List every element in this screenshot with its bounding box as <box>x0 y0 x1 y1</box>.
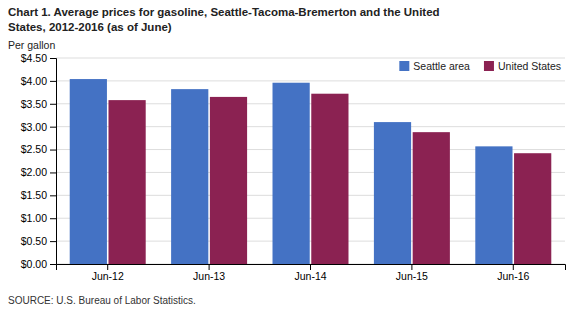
bar <box>273 83 310 264</box>
x-tick: Jun-12 <box>92 264 124 282</box>
bars <box>70 79 552 264</box>
x-tick-mark <box>513 264 514 270</box>
title: Chart 1. Average prices for gasoline, Se… <box>8 6 440 18</box>
y-tick-mark <box>50 150 56 151</box>
y-tick-label: $0.50 <box>21 235 47 247</box>
y-tick-mark <box>50 195 56 196</box>
y-tick-mark <box>50 218 56 219</box>
y-tick-mark <box>50 58 56 59</box>
plot: $0.00 $0.50 $1.00 $1.50 $2.00 $2.50 $3.00 $3.50… <box>8 39 566 282</box>
y-tick-label: $3.50 <box>21 98 47 110</box>
bar-series <box>70 79 513 264</box>
y-tick-mark <box>50 81 56 82</box>
x-axis-line <box>57 265 566 271</box>
legend-swatch <box>484 61 494 71</box>
legend-item: United States <box>484 60 561 72</box>
y-tick: $4.00 <box>21 75 56 87</box>
grid-line <box>56 80 565 81</box>
y-tick-label: $0.00 <box>21 258 47 270</box>
bar <box>413 132 450 264</box>
y-tick: $2.00 <box>21 166 56 178</box>
x-tick-mark <box>209 264 210 270</box>
chart: Chart 1. Average prices for gasoline, Se… <box>0 0 579 310</box>
y-tick-mark <box>50 264 56 265</box>
y-axis: $0.00 $0.50 $1.00 $1.50 $2.00 $2.50 $3.00 $3.50… <box>21 52 57 270</box>
x-tick: Jun-16 <box>497 264 529 282</box>
x-tick-mark <box>411 264 412 270</box>
legend: Seattle area United States <box>399 60 561 72</box>
y-tick-label: $3.00 <box>21 121 47 133</box>
bar <box>171 89 208 264</box>
legend-label: United States <box>498 60 561 72</box>
grid-line <box>56 58 565 59</box>
x-tick-label: Jun-15 <box>396 270 428 282</box>
y-tick: $1.00 <box>21 212 56 224</box>
y-tick: $0.00 <box>21 258 56 270</box>
y-tick: $3.50 <box>21 98 56 110</box>
bar <box>210 97 247 264</box>
y-tick-label: $4.50 <box>21 52 47 64</box>
y-tick-label: $1.00 <box>21 212 47 224</box>
y-tick-mark <box>50 172 56 173</box>
x-tick: Jun-13 <box>193 264 225 282</box>
bar <box>108 100 145 264</box>
y-tick-label: $4.00 <box>21 75 47 87</box>
y-axis-title: Per gallon <box>8 39 55 51</box>
y-tick: $0.50 <box>21 235 56 247</box>
x-tick-label: Jun-12 <box>92 270 124 282</box>
x-tick: Jun-14 <box>294 264 326 282</box>
y-tick-mark <box>50 241 56 242</box>
y-tick-label: $2.00 <box>21 166 47 178</box>
bar <box>475 146 512 264</box>
title: States, 2012-2016 (as of June) <box>8 21 172 33</box>
bar <box>70 79 107 264</box>
y-tick: $1.50 <box>21 189 56 201</box>
legend-label: Seattle area <box>413 60 470 72</box>
x-tick-mark <box>107 264 108 270</box>
y-tick: $3.00 <box>21 121 56 133</box>
y-tick-mark <box>50 127 56 128</box>
x-axis: Jun-12 Jun-13 Jun-14 Jun-15 Jun-16 <box>57 264 566 282</box>
legend-item: Seattle area <box>399 60 470 72</box>
y-tick-mark <box>50 104 56 105</box>
y-tick: $2.50 <box>21 143 56 155</box>
legend-swatch <box>399 61 409 71</box>
y-tick: $4.50 <box>21 52 56 64</box>
bar <box>514 153 551 264</box>
bar <box>374 122 411 264</box>
x-tick-mark <box>310 264 311 270</box>
y-tick-label: $2.50 <box>21 143 47 155</box>
x-tick: Jun-15 <box>396 264 428 282</box>
y-axis-line <box>50 59 57 265</box>
x-tick-label: Jun-14 <box>294 270 326 282</box>
x-tick-label: Jun-16 <box>497 270 529 282</box>
source: SOURCE: U.S. Bureau of Labor Statistics. <box>8 295 196 306</box>
x-tick-label: Jun-13 <box>193 270 225 282</box>
grid <box>56 58 565 264</box>
bar <box>311 94 348 264</box>
y-tick-label: $1.50 <box>21 189 47 201</box>
bar-series <box>108 94 551 264</box>
